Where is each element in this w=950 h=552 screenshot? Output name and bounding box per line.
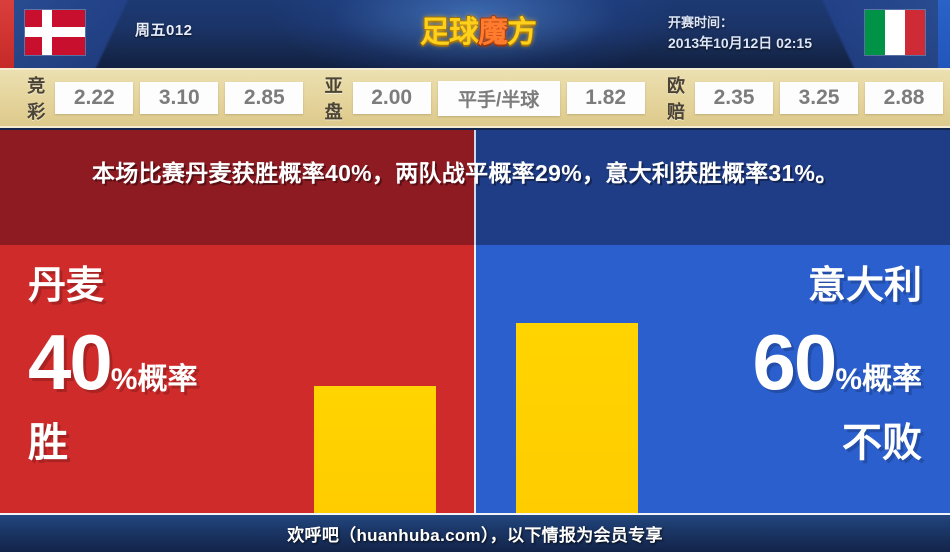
kickoff-time: 2013年10月12日 02:15 — [668, 35, 812, 51]
banner-divider — [474, 130, 476, 245]
footer-bar: 欢呼吧（huanhuba.com），以下情报为会员专享 — [0, 513, 950, 552]
away-probability-row: 60 %概率 — [753, 323, 922, 401]
odds-cell-jingcai-away[interactable]: 2.85 — [225, 82, 304, 114]
odds-bar: 竞彩 2.22 3.10 2.85 亚盘 2.00 平手/半球 1.82 欧赔 … — [0, 68, 950, 128]
logo-text-part3: 方 — [507, 16, 537, 49]
probability-panels: 丹麦 40 %概率 胜 意大利 60 %概率 不败 — [0, 245, 950, 513]
home-result-label: 胜 — [28, 421, 68, 465]
header-bar: 周五012 足球魔方 开赛时间： 2013年10月12日 02:15 — [0, 0, 950, 68]
odds-cell-asian-home[interactable]: 2.00 — [352, 82, 431, 114]
home-probability-row: 40 %概率 — [28, 323, 197, 401]
match-round-label: 周五012 — [135, 22, 193, 39]
logo-text-part2: 魔 — [478, 16, 508, 49]
odds-label-european: 欧赔 — [667, 76, 685, 122]
home-probability-unit: %概率 — [110, 363, 198, 396]
kickoff-label: 开赛时间： — [668, 15, 734, 30]
odds-cell-jingcai-home[interactable]: 2.22 — [55, 82, 134, 114]
odds-group-asian: 亚盘 2.00 平手/半球 1.82 — [325, 70, 652, 126]
home-probability-value: 40 — [28, 318, 113, 406]
italy-flag-icon — [865, 10, 925, 55]
header-blue-edge-strip — [938, 0, 950, 68]
panels-divider — [474, 245, 476, 513]
home-team-name: 丹麦 — [28, 265, 105, 307]
odds-cell-asian-away[interactable]: 1.82 — [566, 82, 645, 114]
away-result-label: 不败 — [842, 421, 922, 465]
away-probability-unit: %概率 — [835, 363, 922, 396]
header-red-edge-strip — [0, 0, 14, 68]
odds-label-asian: 亚盘 — [324, 76, 343, 122]
probability-summary-text: 本场比赛丹麦获胜概率40%，两队战平概率29%，意大利获胜概率31%。 — [92, 160, 839, 186]
banner-left-red-half — [0, 130, 474, 245]
odds-cell-asian-handicap[interactable]: 平手/半球 — [437, 80, 560, 116]
site-logo[interactable]: 足球魔方 — [408, 11, 548, 55]
footer-promo-text[interactable]: 欢呼吧（huanhuba.com），以下情报为会员专享 — [287, 526, 663, 545]
away-probability-value: 60 — [752, 318, 838, 406]
odds-cell-jingcai-draw[interactable]: 3.10 — [140, 82, 219, 114]
away-probability-bar — [516, 323, 638, 513]
odds-cell-european-draw[interactable]: 3.25 — [780, 82, 858, 114]
logo-text-part1: 足球 — [420, 16, 479, 49]
denmark-flag-icon — [25, 10, 85, 55]
home-team-stats: 丹麦 40 %概率 胜 — [28, 267, 197, 463]
kickoff-info: 开赛时间： 2013年10月12日 02:15 — [668, 12, 812, 54]
banner-right-blue-half — [476, 130, 950, 245]
odds-label-jingcai: 竞彩 — [27, 76, 46, 122]
home-probability-bar — [314, 386, 436, 513]
odds-cell-european-away[interactable]: 2.88 — [865, 82, 943, 114]
odds-cell-european-home[interactable]: 2.35 — [695, 82, 773, 114]
away-team-name: 意大利 — [807, 265, 922, 307]
probability-summary-banner: 本场比赛丹麦获胜概率40%，两队战平概率29%，意大利获胜概率31%。 — [0, 130, 950, 245]
odds-group-jingcai: 竞彩 2.22 3.10 2.85 — [27, 70, 310, 126]
odds-group-european: 欧赔 2.35 3.25 2.88 — [667, 70, 950, 126]
away-team-stats: 意大利 60 %概率 不败 — [753, 267, 922, 463]
